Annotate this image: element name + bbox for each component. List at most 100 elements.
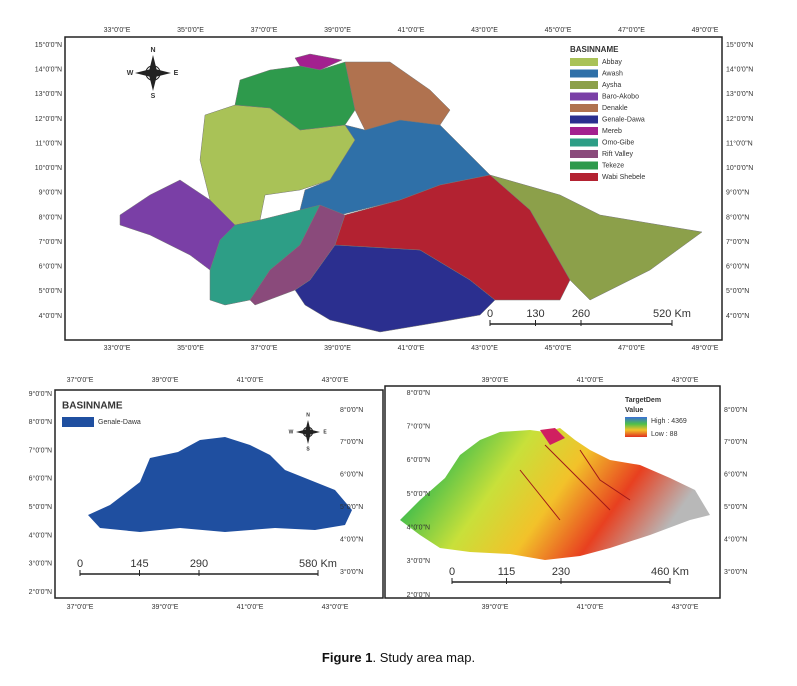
scale-label: 0 <box>449 566 455 578</box>
legend-label: Awash <box>602 70 623 77</box>
lat-label: 9°0'0"N <box>726 189 749 197</box>
lon-label: 41°0'0"E <box>237 603 264 611</box>
lat-label: 7°0'0"N <box>29 446 52 454</box>
lat-label: 4°0'0"N <box>724 535 747 543</box>
compass-e: E <box>174 70 179 77</box>
lon-label: 33°0'0"E <box>104 26 131 34</box>
legend-label: Tekeze <box>602 162 624 169</box>
legend-swatch <box>570 150 598 158</box>
drainage <box>519 444 631 521</box>
lon-label: 39°0'0"E <box>482 603 509 611</box>
lon-label: 45°0'0"E <box>545 344 572 352</box>
scale-label: 145 <box>130 558 148 570</box>
lat-label: 5°0'0"N <box>39 287 62 295</box>
lon-label: 49°0'0"E <box>692 344 719 352</box>
basins <box>119 53 703 333</box>
scale-label: 520 Km <box>653 308 691 320</box>
lat-label: 5°0'0"N <box>726 287 749 295</box>
legend-swatch <box>570 58 598 66</box>
lat-label: 5°0'0"N <box>407 490 430 498</box>
basin <box>294 53 343 71</box>
lat-label: 12°0'0"N <box>35 115 62 123</box>
lat-label: 3°0'0"N <box>340 568 363 576</box>
lat-label: 8°0'0"N <box>340 406 363 414</box>
compass-s: S <box>306 446 310 452</box>
legend-swatch <box>570 69 598 78</box>
lon-label: 41°0'0"E <box>237 376 264 384</box>
legend-swatch <box>570 115 598 124</box>
legend-label: Baro-Akobo <box>602 93 639 100</box>
scale-label: 290 <box>190 558 208 570</box>
legend-swatch <box>570 173 598 181</box>
lon-label: 39°0'0"E <box>324 344 351 352</box>
lat-label: 11°0'0"N <box>726 139 753 147</box>
legend-swatch <box>570 138 598 147</box>
basin <box>334 174 571 301</box>
lat-label: 6°0'0"N <box>340 471 363 479</box>
compass-ring <box>302 426 314 438</box>
legend-label: Wabi Shebele <box>602 174 645 181</box>
lat-label: 3°0'0"N <box>29 560 52 568</box>
lat-label: 2°0'0"N <box>29 588 52 596</box>
lat-label: 6°0'0"N <box>29 475 52 483</box>
lat-label: 3°0'0"N <box>407 557 430 565</box>
lon-label: 35°0'0"E <box>177 344 204 352</box>
legend-label: Genale-Dawa <box>602 116 645 123</box>
lon-label: 43°0'0"E <box>471 344 498 352</box>
lat-label: 11°0'0"N <box>35 139 62 147</box>
legend-title: TargetDem <box>625 397 661 404</box>
lat-label: 8°0'0"N <box>724 406 747 414</box>
legend-label: Denakle <box>602 105 628 112</box>
caption: Figure 1. Study area map. <box>0 650 797 665</box>
basin <box>234 61 356 131</box>
scale-label: 460 Km <box>651 566 689 578</box>
legend-ramp <box>625 417 647 437</box>
lon-label: 43°0'0"E <box>322 376 349 384</box>
lon-label: 35°0'0"E <box>177 26 204 34</box>
lat-label: 15°0'0"N <box>35 41 62 49</box>
lat-label: 8°0'0"N <box>29 418 52 426</box>
scale-label: 230 <box>552 566 570 578</box>
lon-label: 47°0'0"E <box>618 344 645 352</box>
lon-label: 37°0'0"E <box>251 26 278 34</box>
lat-label: 4°0'0"N <box>39 312 62 320</box>
legend-label: Abbay <box>602 59 622 66</box>
lon-label: 37°0'0"E <box>251 344 278 352</box>
lat-label: 7°0'0"N <box>726 238 749 246</box>
lat-label: 14°0'0"N <box>726 65 753 73</box>
basin <box>344 61 451 131</box>
legend-label: Aysha <box>602 82 621 89</box>
dem-peak <box>540 428 565 445</box>
lat-label: 4°0'0"N <box>407 524 430 532</box>
lat-label: 7°0'0"N <box>407 423 430 431</box>
legend-swatch <box>570 127 598 135</box>
lat-label: 7°0'0"N <box>39 238 62 246</box>
lon-label: 47°0'0"E <box>618 26 645 34</box>
lat-label: 5°0'0"N <box>340 503 363 511</box>
lat-label: 6°0'0"N <box>39 263 62 271</box>
lon-label: 37°0'0"E <box>67 376 94 384</box>
lat-label: 7°0'0"N <box>340 438 363 446</box>
lon-label: 45°0'0"E <box>545 26 572 34</box>
legend-label: Omo-Gibe <box>602 139 634 146</box>
scale-label: 115 <box>498 566 516 578</box>
lat-label: 4°0'0"N <box>340 535 363 543</box>
lat-label: 4°0'0"N <box>726 312 749 320</box>
legend-label: Genale-Dawa <box>98 419 141 426</box>
legend-subtitle: Value <box>625 407 643 414</box>
lat-label: 9°0'0"N <box>39 189 62 197</box>
lat-label: 2°0'0"N <box>407 591 430 599</box>
lat-label: 13°0'0"N <box>726 90 753 98</box>
lat-label: 12°0'0"N <box>726 115 753 123</box>
genale-dawa-basin <box>88 437 352 532</box>
lat-label: 8°0'0"N <box>39 213 62 221</box>
lat-label: 10°0'0"N <box>35 164 62 172</box>
lat-label: 6°0'0"N <box>407 456 430 464</box>
compass-rose <box>296 429 320 435</box>
scale-label: 0 <box>487 308 493 320</box>
lon-label: 41°0'0"E <box>577 603 604 611</box>
scale-label: 0 <box>77 558 83 570</box>
compass-w: W <box>127 70 134 77</box>
